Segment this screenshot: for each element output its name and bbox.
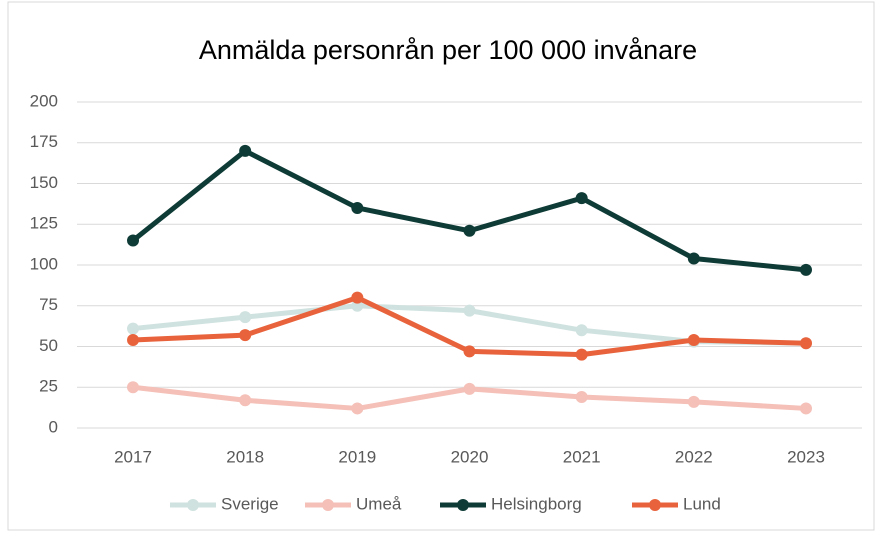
y-tick-label: 125 xyxy=(30,214,58,233)
x-tick-label: 2023 xyxy=(787,447,825,466)
data-point xyxy=(239,329,252,342)
legend-marker xyxy=(457,499,469,511)
data-point xyxy=(800,337,812,350)
data-point xyxy=(463,304,476,317)
data-point xyxy=(463,224,476,237)
x-tick-label: 2021 xyxy=(563,447,601,466)
y-tick-label: 0 xyxy=(49,417,58,436)
legend-marker xyxy=(649,499,661,511)
x-tick-label: 2018 xyxy=(226,447,264,466)
y-tick-label: 175 xyxy=(30,132,58,151)
x-tick-label: 2019 xyxy=(338,447,376,466)
data-point xyxy=(575,348,588,361)
data-point xyxy=(575,192,588,205)
data-point xyxy=(575,391,588,404)
data-point xyxy=(800,263,812,276)
data-point xyxy=(687,333,700,346)
data-point xyxy=(351,402,364,415)
data-point xyxy=(351,201,364,214)
data-point xyxy=(687,252,700,265)
data-point xyxy=(687,395,700,408)
data-point xyxy=(351,291,364,304)
data-point xyxy=(127,322,139,335)
x-tick-label: 2020 xyxy=(451,447,489,466)
chart-frame xyxy=(7,1,875,531)
data-point xyxy=(463,382,476,395)
legend-marker xyxy=(187,499,199,511)
legend-marker xyxy=(322,499,334,511)
x-tick-label: 2022 xyxy=(675,447,713,466)
data-point xyxy=(800,402,812,415)
data-point xyxy=(463,345,476,358)
data-point xyxy=(127,333,139,346)
data-point xyxy=(127,234,139,247)
y-tick-label: 50 xyxy=(39,336,58,355)
y-tick-label: 75 xyxy=(39,295,58,314)
legend-label: Lund xyxy=(683,494,721,513)
y-tick-label: 150 xyxy=(30,173,58,192)
y-tick-label: 25 xyxy=(39,377,58,396)
chart-title: Anmälda personrån per 100 000 invånare xyxy=(199,35,697,65)
y-tick-label: 200 xyxy=(30,91,58,110)
data-point xyxy=(127,381,139,394)
data-point xyxy=(575,324,588,337)
legend-label: Umeå xyxy=(356,494,402,513)
x-tick-label: 2017 xyxy=(114,447,152,466)
legend-label: Sverige xyxy=(221,494,279,513)
data-point xyxy=(239,144,252,157)
legend-label: Helsingborg xyxy=(491,494,582,513)
y-tick-label: 100 xyxy=(30,254,58,273)
data-point xyxy=(239,311,252,324)
data-point xyxy=(239,394,252,407)
